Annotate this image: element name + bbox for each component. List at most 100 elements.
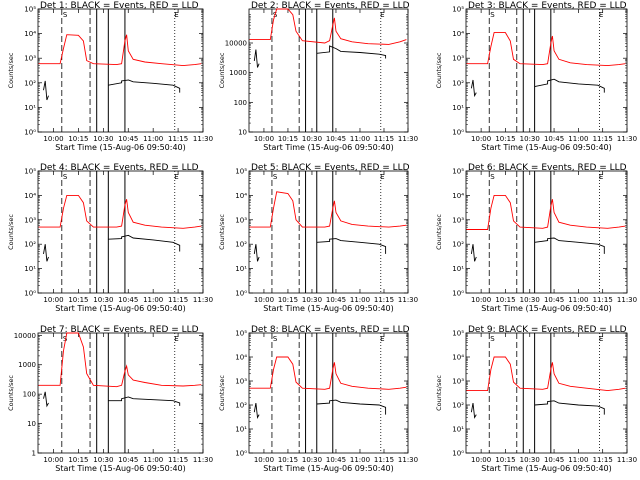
y-tick-label: 10³ (452, 55, 464, 63)
plot-frame (465, 170, 628, 294)
series-line-lld (249, 191, 407, 228)
y-axis-label: Counts/sec (218, 52, 226, 88)
x-tick-label: 10:30 (93, 135, 113, 143)
y-tick-label: 10² (452, 241, 464, 249)
y-tick-label: 10¹ (24, 265, 36, 273)
x-axis-label: Start Time (15-Aug-06 09:50:40) (481, 143, 612, 152)
panel-title: Det 3: BLACK = Events, RED = LLD (468, 1, 627, 11)
y-tick-label: 10¹ (452, 104, 464, 112)
y-tick-label: 10² (235, 402, 247, 410)
y-tick-label: 10⁰ (235, 450, 247, 458)
y-tick-label: 10⁴ (235, 192, 247, 200)
series-line-events (43, 79, 181, 101)
panel-title: Det 5: BLACK = Events, RED = LLD (251, 163, 410, 173)
x-tick-label: 11:30 (617, 135, 637, 143)
marker-label: E (174, 173, 178, 181)
marker-label: E (380, 173, 384, 181)
x-axis-label: Start Time (15-Aug-06 09:50:40) (55, 143, 186, 152)
x-tick-label: 11:00 (143, 456, 163, 464)
detector-panel-3: 10⁰ 10¹ 10² 10³ 10⁴ 10⁵ 10:00 10:15 10:30 10:45 11… (435, 1, 637, 152)
panel-title: Det 1: BLACK = Events, RED = LLD (40, 1, 199, 11)
series-line-lld (466, 194, 626, 230)
y-tick-label: 10³ (452, 216, 464, 224)
series-line-events (470, 400, 605, 419)
panel-title: Det 2: BLACK = Events, RED = LLD (251, 1, 410, 11)
detector-panel-6: 10⁰ 10¹ 10² 10³ 10⁴ 10⁵ 10:00 10:15 10:30 10:45 11… (435, 163, 637, 313)
marker-label: S (273, 335, 278, 343)
y-tick-label: 10² (24, 241, 36, 249)
y-tick-label: 10000 (14, 332, 36, 340)
x-tick-label: 11:00 (568, 135, 588, 143)
x-tick-label: 11:30 (617, 296, 637, 304)
x-tick-label: 10:45 (118, 296, 138, 304)
marker-label: S (490, 173, 495, 181)
series-line-events (43, 234, 181, 262)
x-tick-label: 10:15 (495, 456, 515, 464)
x-tick-label: 10:30 (302, 296, 322, 304)
y-tick-label: 10³ (235, 216, 247, 224)
x-tick-label: 11:15 (168, 296, 188, 304)
y-tick-label: 10⁴ (452, 30, 464, 38)
series-line-events (470, 237, 605, 262)
x-axis-label: Start Time (15-Aug-06 09:50:40) (55, 304, 186, 313)
series-line-events (43, 391, 181, 408)
y-tick-label: 10² (24, 79, 36, 87)
x-tick-label: 11:30 (193, 296, 213, 304)
x-axis-label: Start Time (15-Aug-06 09:50:40) (55, 464, 186, 473)
y-tick-label: 10⁴ (24, 192, 36, 200)
series-line-lld (38, 332, 202, 388)
series-line-lld (38, 34, 202, 67)
series-line-events (253, 238, 387, 262)
x-tick-label: 10:30 (520, 135, 540, 143)
y-tick-label: 10¹ (24, 104, 36, 112)
x-tick-label: 11:15 (593, 135, 613, 143)
x-tick-label: 10:15 (495, 296, 515, 304)
marker-label: S (490, 11, 495, 19)
y-tick-label: 10⁵ (452, 168, 464, 176)
x-tick-label: 10:15 (278, 135, 298, 143)
x-axis-label: Start Time (15-Aug-06 09:50:40) (481, 464, 612, 473)
x-axis-label: Start Time (15-Aug-06 09:50:40) (263, 143, 394, 152)
x-tick-label: 10:30 (520, 296, 540, 304)
y-tick-label: 10⁵ (24, 6, 36, 14)
series-line-events (253, 399, 387, 419)
plot-frame (465, 332, 628, 454)
x-axis-label: Start Time (15-Aug-06 09:50:40) (263, 304, 394, 313)
series-line-lld (249, 356, 407, 390)
marker-label: E (380, 11, 384, 19)
y-tick-label: 1 (32, 450, 36, 458)
y-axis-label: Counts/sec (435, 52, 443, 88)
x-tick-label: 11:15 (374, 135, 394, 143)
marker-label: S (63, 173, 68, 181)
y-tick-label: 10³ (452, 378, 464, 386)
x-tick-label: 11:15 (593, 456, 613, 464)
plot-frame (465, 8, 628, 133)
x-tick-label: 10:15 (278, 296, 298, 304)
marker-label: E (599, 173, 603, 181)
y-tick-label: 10⁰ (24, 129, 36, 137)
y-axis-label: Counts/sec (435, 214, 443, 250)
series-line-events (470, 78, 605, 98)
x-axis-label: Start Time (15-Aug-06 09:50:40) (481, 304, 612, 313)
marker-label: S (273, 173, 278, 181)
plot-frame (248, 332, 409, 454)
series-line-lld (249, 8, 407, 45)
y-axis-label: Counts/sec (7, 52, 15, 88)
panel-title: Det 9: BLACK = Events, RED = LLD (468, 325, 627, 335)
y-axis-label: Counts/sec (7, 214, 15, 250)
x-tick-label: 11:30 (398, 296, 418, 304)
panel-title: Det 4: BLACK = Events, RED = LLD (40, 163, 199, 173)
x-tick-label: 10:30 (302, 456, 322, 464)
series-line-lld (466, 356, 626, 392)
panel-title: Det 6: BLACK = Events, RED = LLD (468, 163, 627, 173)
y-tick-label: 1000 (229, 69, 247, 77)
y-tick-label: 10⁴ (452, 192, 464, 200)
x-tick-label: 10:45 (326, 135, 346, 143)
y-tick-label: 1000 (18, 361, 36, 369)
x-tick-label: 11:00 (143, 135, 163, 143)
y-tick-label: 10⁰ (452, 129, 464, 137)
x-tick-label: 10:00 (43, 135, 63, 143)
x-tick-label: 11:30 (398, 456, 418, 464)
x-tick-label: 11:00 (350, 135, 370, 143)
